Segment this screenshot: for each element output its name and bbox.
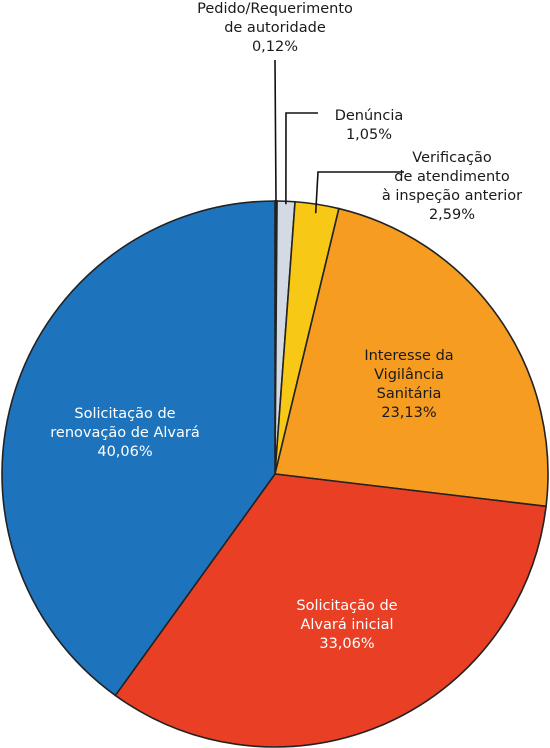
slice-value-label: 23,13%: [381, 405, 436, 421]
slice-label-line: renovação de Alvará: [50, 425, 199, 441]
leader-line-denuncia: [285, 112, 318, 205]
slice-label-line: Verificação: [412, 150, 492, 166]
slice-label-line: Solicitação de: [74, 406, 175, 422]
slice-label-line: de atendimento: [394, 169, 510, 185]
slice-solicitacao-de-renovacao-de-alvara: [1, 200, 276, 697]
slice-value-label: 33,06%: [319, 636, 374, 652]
slice-label-line: Solicitação de: [296, 598, 397, 614]
slice-labels: Pedido/Requerimento de autoridade 0,12% Den…: [50, 1, 522, 652]
slice-label-line: de autoridade: [224, 20, 326, 36]
pie-slices: [1, 200, 549, 748]
leader-line-pedido-requerimento-de-autoridade: [274, 59, 277, 202]
slice-label-interesse-da-vigilancia-sanitaria: Interesse da Vigilância Sanitária 23,13%: [364, 348, 453, 421]
slice-label-line: Denúncia: [335, 108, 404, 124]
slice-label-line: Vigilância: [374, 367, 444, 383]
slice-value-label: 40,06%: [97, 444, 152, 460]
slice-label-solicitacao-de-renovacao-de-alvara: Solicitação de renovação de Alvará 40,06%: [50, 406, 199, 460]
slice-label-verificacao-de-atendimento-a-inspecao-anterior: Verificação de atendimento à inspeção ante…: [382, 150, 522, 223]
slice-label-solicitacao-de-alvara-inicial: Solicitação de Alvará inicial 33,06%: [296, 598, 397, 652]
slice-interesse-da-vigilancia-sanitaria: [274, 207, 549, 508]
slice-label-pedido-requerimento-de-autoridade: Pedido/Requerimento de autoridade 0,12%: [197, 1, 353, 55]
slice-label-line: Sanitária: [377, 386, 442, 402]
leader-line-verificacao-de-atendimento-a-inspecao-anterior: [314, 171, 404, 214]
leader-lines: [274, 59, 404, 214]
slice-label-denuncia: Denúncia 1,05%: [335, 108, 404, 143]
slice-label-line: Interesse da: [364, 348, 453, 364]
slice-value-label: 2,59%: [429, 207, 475, 223]
slice-solicitacao-de-alvara-inicial: [114, 473, 547, 748]
slice-value-label: 0,12%: [252, 39, 298, 55]
slice-value-label: 1,05%: [346, 127, 392, 143]
slice-label-line: Alvará inicial: [300, 617, 393, 633]
slice-label-line: Pedido/Requerimento: [197, 1, 353, 17]
slice-label-line: à inspeção anterior: [382, 188, 522, 204]
